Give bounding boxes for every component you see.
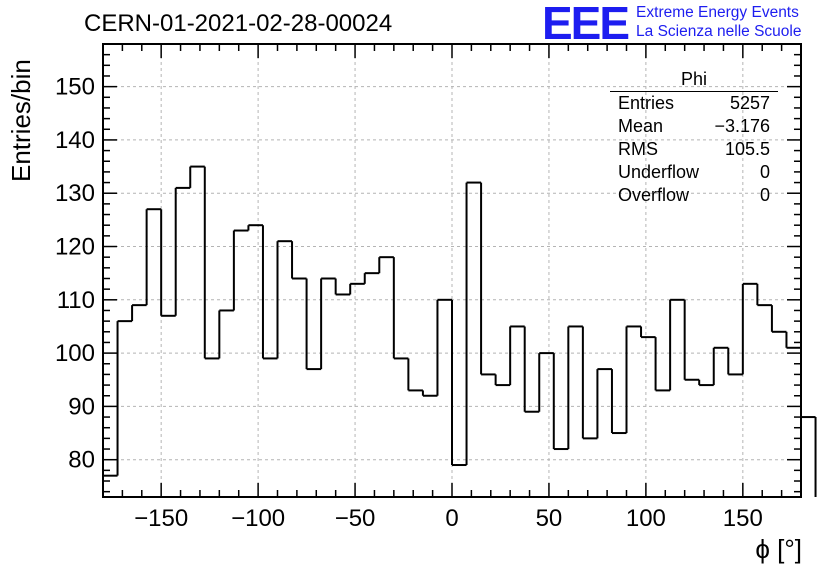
- stats-title: Phi: [610, 68, 778, 92]
- x-tick-label: 100: [626, 505, 666, 532]
- stats-value: −3.176: [714, 116, 770, 136]
- y-tick-label: 150: [55, 74, 95, 101]
- y-tick-label: 90: [68, 393, 95, 420]
- stats-label: Overflow: [618, 185, 690, 205]
- stats-box: Phi Entries 5257 Mean −3.176 RMS 105.5 U…: [610, 68, 778, 207]
- histogram: [103, 165, 817, 497]
- stats-row-rms: RMS 105.5: [610, 138, 778, 161]
- stats-value: 5257: [729, 93, 770, 113]
- stats-value: 0: [759, 185, 770, 205]
- logo-text: Extreme Energy Events La Scienza nelle S…: [636, 3, 801, 41]
- x-tick-label: −150: [134, 505, 188, 532]
- stats-label: Mean: [618, 116, 664, 136]
- logo-line-2: La Scienza nelle Scuole: [636, 23, 802, 40]
- x-tick-label: 50: [536, 505, 563, 532]
- stats-label: RMS: [618, 139, 658, 159]
- x-tick-label: 150: [723, 505, 763, 532]
- stats-row-underflow: Underflow 0: [610, 161, 778, 184]
- y-tick-label: 130: [55, 180, 95, 207]
- stats-label: Entries: [618, 93, 675, 113]
- y-tick-label: 100: [55, 340, 95, 367]
- eee-logo: EEE Extreme Energy Events La Scienza nel…: [542, 0, 802, 48]
- ticks: [102, 43, 802, 497]
- tick-labels: −150 −100 −50 0 50 100 150 80 90 100 110 120 130 140 1…: [55, 74, 763, 532]
- y-tick-label: 80: [68, 447, 95, 474]
- stats-value: 0: [759, 162, 770, 182]
- y-axis-title: Entries/bin: [6, 59, 36, 182]
- x-tick-label: −100: [231, 505, 285, 532]
- logo-mark: EEE: [542, 0, 630, 49]
- x-axis-title: ϕ [°]: [755, 534, 802, 564]
- logo-line-1: Extreme Energy Events: [636, 4, 799, 21]
- stats-value: 105.5: [724, 139, 770, 159]
- chart-title: CERN-01-2021-02-28-00024: [84, 10, 393, 37]
- stats-label: Underflow: [618, 162, 700, 182]
- x-tick-label: 0: [445, 505, 458, 532]
- stats-row-mean: Mean −3.176: [610, 115, 778, 138]
- y-tick-label: 140: [55, 127, 95, 154]
- stats-row-entries: Entries 5257: [610, 92, 778, 115]
- x-tick-label: −50: [335, 505, 376, 532]
- y-tick-label: 110: [57, 287, 95, 314]
- stats-row-overflow: Overflow 0: [610, 184, 778, 207]
- y-tick-label: 120: [55, 234, 95, 261]
